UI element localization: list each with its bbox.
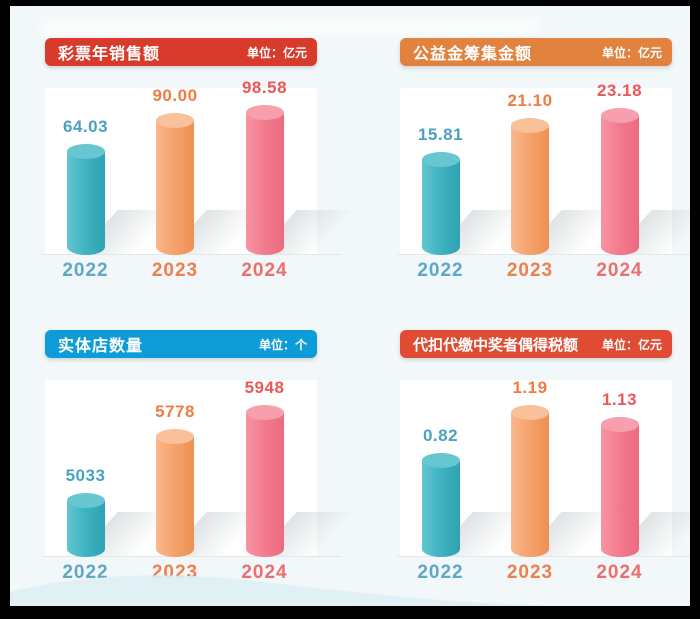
panel-title: 公益金筹集金额: [413, 46, 533, 63]
cylinder-bar-2023: [511, 118, 549, 255]
cylinder-body: [156, 120, 194, 255]
bar-value-label: 23.18: [596, 81, 643, 100]
cylinder-top-ellipse: [600, 417, 639, 432]
chart-panel: 彩票年销售额 单位：亿元 64.03 90.00 98.58 2022 2023 2024: [42, 38, 375, 291]
year-tick-label: 2024: [241, 260, 288, 281]
cylinder-body: [245, 412, 284, 557]
cylinder-bar-2022: [66, 144, 105, 255]
cylinder-top-ellipse: [421, 152, 460, 167]
x-axis-baseline: [42, 254, 342, 255]
cylinder-body: [421, 460, 460, 557]
cylinder-top-ellipse: [600, 108, 639, 123]
panel-title: 代扣代缴中奖者偶得税额: [413, 336, 579, 354]
cylinder-bar-2024: [245, 405, 284, 557]
cylinder-bar-2023: [511, 405, 549, 557]
chart-panel: 公益金筹集金额 单位：亿元 15.81 21.10 23.18 2022 2023 2024: [397, 38, 690, 291]
cylinder-bar-2022: [66, 493, 105, 557]
cylinder-bar-2024: [600, 108, 639, 255]
bar-value-label: 21.10: [507, 91, 553, 110]
x-axis-baseline: [42, 556, 342, 557]
cylinder-body: [511, 412, 549, 557]
year-tick-label: 2023: [506, 562, 554, 583]
watermark-band: [40, 16, 540, 36]
cylinder-body: [421, 159, 460, 255]
panel-header: 实体店数量 单位：个: [45, 330, 317, 358]
bar-value-label: 90.00: [152, 86, 198, 105]
bar-value-label: 15.81: [417, 125, 464, 144]
bar-value-label: 5033: [65, 466, 106, 485]
panel-header: 代扣代缴中奖者偶得税额 单位：亿元: [400, 330, 672, 358]
panel-unit-label: 单位：亿元: [246, 45, 307, 60]
panel-title: 实体店数量: [58, 338, 144, 355]
year-tick-label: 2022: [62, 562, 109, 583]
cylinder-bar-2024: [245, 105, 284, 255]
cylinder-top-ellipse: [156, 429, 194, 444]
panel-unit-label: 单位：亿元: [601, 45, 662, 60]
year-tick-label: 2022: [417, 562, 464, 583]
bar-value-label: 0.82: [422, 426, 459, 445]
cylinder-body: [66, 151, 105, 255]
year-tick-label: 2023: [506, 260, 554, 281]
chart-panel: 实体店数量 单位：个 5033 5778 5948 2022 2023 2024: [42, 330, 375, 593]
cylinder-bar-2024: [600, 417, 639, 557]
cylinder-top-ellipse: [421, 453, 460, 468]
year-tick-label: 2022: [417, 260, 464, 281]
cylinder-body: [66, 500, 105, 557]
cylinder-top-ellipse: [66, 493, 105, 508]
year-tick-label: 2024: [241, 562, 288, 583]
chart-plot-area: 0.82 1.19 1.13: [397, 378, 690, 557]
bar-value-label: 64.03: [62, 117, 109, 136]
bar-value-label: 5948: [244, 378, 285, 397]
cylinder-bar-2022: [421, 152, 460, 255]
decorative-wave-shape: [10, 575, 555, 606]
cylinder-body: [600, 115, 639, 255]
panel-header: 公益金筹集金额 单位：亿元: [400, 38, 672, 66]
cylinder-bar-2023: [156, 113, 194, 255]
chart-plot-area: 15.81 21.10 23.18: [397, 81, 690, 255]
cylinder-bar-2023: [156, 429, 194, 557]
cylinder-top-ellipse: [245, 405, 284, 420]
chart-panel: 代扣代缴中奖者偶得税额 单位：亿元 0.82 1.19 1.13 2022 2023 2024: [397, 330, 690, 593]
cylinder-top-ellipse: [511, 405, 549, 420]
year-tick-label: 2024: [596, 260, 643, 281]
cylinder-bar-2022: [421, 453, 460, 557]
x-axis-baseline: [397, 254, 690, 255]
cylinder-body: [156, 436, 194, 557]
infographic-canvas: 彩票年销售额 单位：亿元 64.03 90.00 98.58 2022 2023 2024 公益…: [10, 6, 690, 606]
year-tick-label: 2024: [596, 562, 643, 583]
year-tick-label: 2023: [151, 260, 199, 281]
bar-value-label: 1.19: [512, 378, 548, 397]
bar-value-label: 1.13: [601, 390, 638, 409]
cylinder-body: [600, 424, 639, 557]
panel-unit-label: 单位：亿元: [601, 337, 662, 352]
year-tick-label: 2022: [62, 260, 109, 281]
x-axis-baseline: [397, 556, 690, 557]
cylinder-top-ellipse: [245, 105, 284, 120]
cylinder-body: [245, 112, 284, 255]
panel-title: 彩票年销售额: [58, 46, 161, 63]
cylinder-top-ellipse: [66, 144, 105, 159]
cylinder-top-ellipse: [156, 113, 194, 128]
cylinder-top-ellipse: [511, 118, 549, 133]
panel-header: 彩票年销售额 单位：亿元: [45, 38, 317, 66]
cylinder-body: [511, 125, 549, 255]
bar-value-label: 98.58: [241, 78, 288, 97]
bar-value-label: 5778: [155, 402, 195, 421]
chart-plot-area: 5033 5778 5948: [42, 378, 375, 557]
chart-plot-area: 64.03 90.00 98.58: [42, 78, 375, 255]
panel-unit-label: 单位：个: [258, 337, 307, 352]
